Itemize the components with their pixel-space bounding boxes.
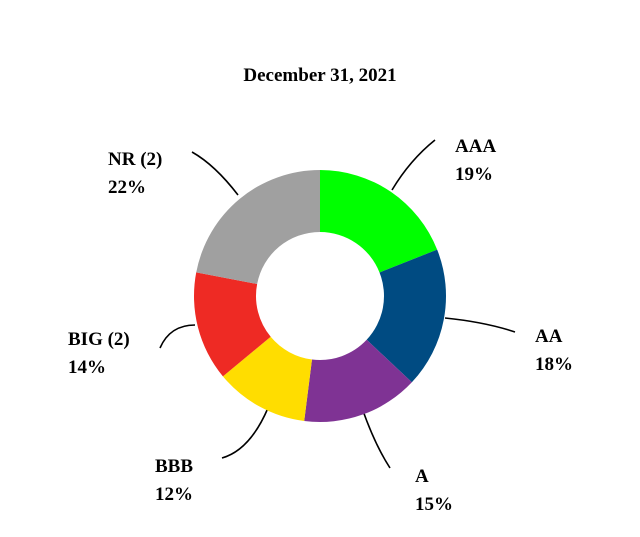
slice-label: AA [535,326,563,347]
value-label: 12% [155,484,193,505]
slice [366,249,446,383]
value-label: 18% [535,354,573,375]
slice [320,170,438,273]
chart-title: December 31, 2021 [243,65,396,86]
connector [361,407,391,469]
connector [159,324,196,349]
slice-label: BBB [155,456,193,477]
slice-label: AAA [455,136,496,157]
slice-label: A [415,466,429,487]
value-label: 14% [68,357,106,378]
value-label: 15% [415,494,453,515]
connector [444,317,516,333]
connector [191,151,239,196]
slice [304,339,412,422]
value-label: 19% [455,164,493,185]
connector [221,407,269,459]
slice [222,336,312,422]
slice-label: NR (2) [108,149,162,170]
slice-label: BIG (2) [68,329,130,350]
slice [196,170,320,285]
slice [194,272,271,377]
connectors [159,139,516,469]
value-label: 22% [108,177,146,198]
connector [391,139,436,191]
